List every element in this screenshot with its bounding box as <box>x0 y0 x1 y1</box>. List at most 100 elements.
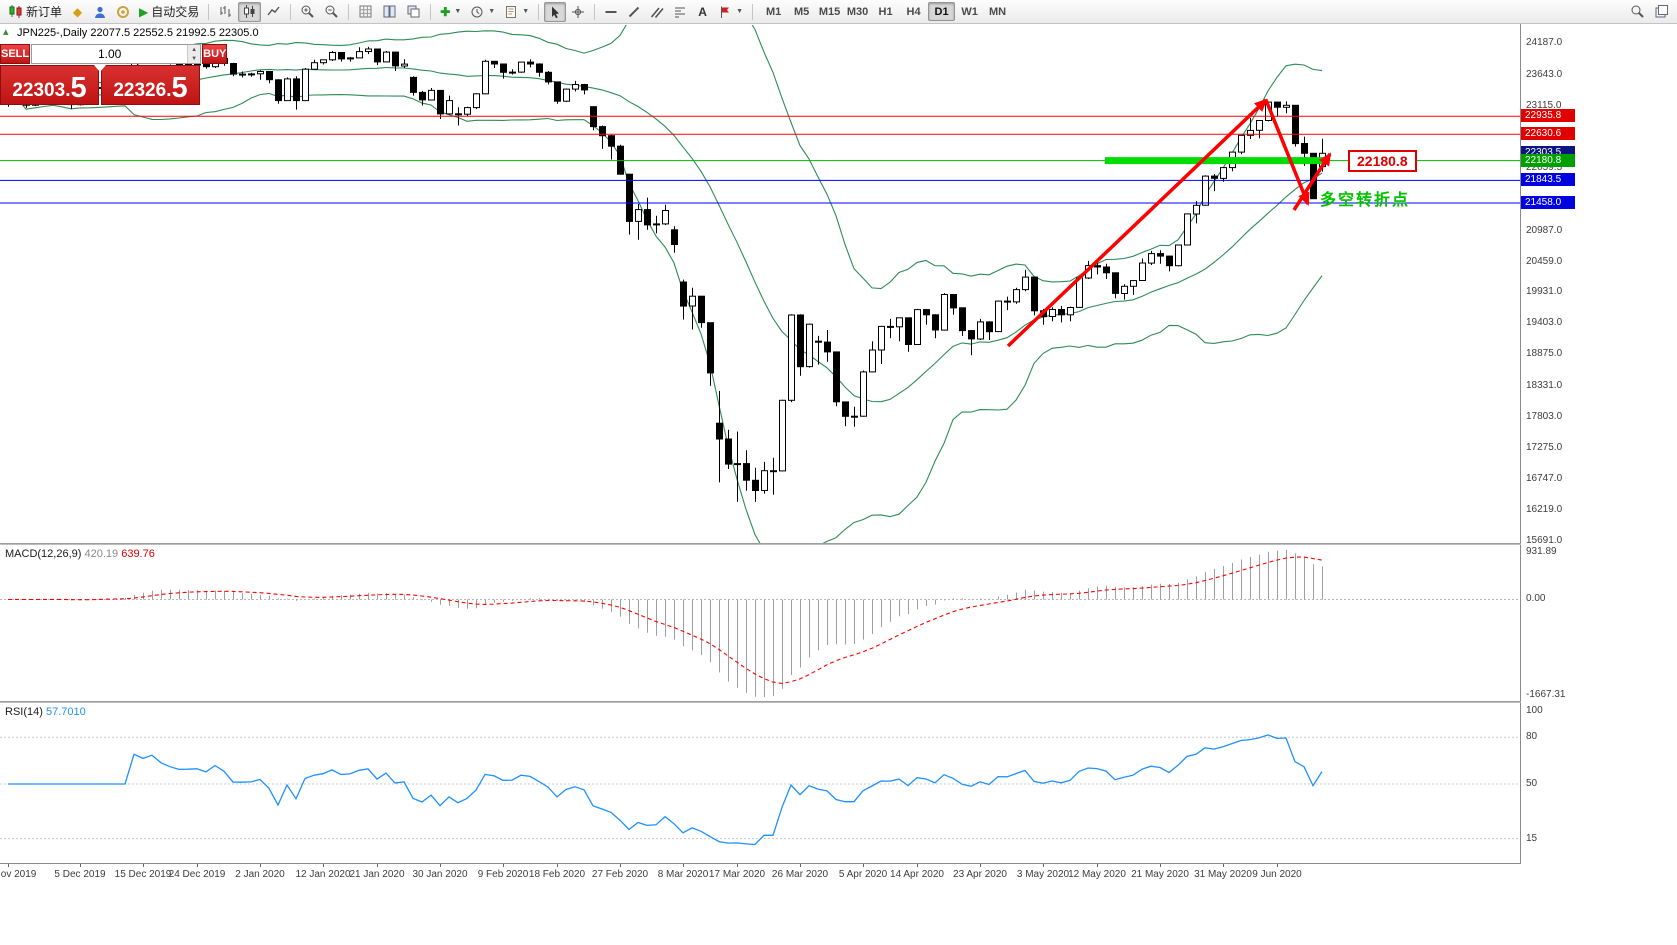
volume-input[interactable] <box>32 45 188 63</box>
line-chart-icon <box>267 6 280 16</box>
timeframe-d1-button[interactable]: D1 <box>928 2 956 21</box>
cascade-windows-button[interactable] <box>402 2 425 22</box>
time-axis-tick <box>503 863 504 867</box>
auto-trading-button[interactable]: ▶ 自动交易 <box>135 2 203 22</box>
fibonacci-tool-button[interactable] <box>669 2 691 22</box>
time-axis-tick <box>1097 863 1098 867</box>
profile-button[interactable] <box>89 2 111 22</box>
one-click-collapse-button[interactable]: ▴ <box>3 26 9 38</box>
time-axis-tick <box>440 863 441 867</box>
rsi-value: 57.7010 <box>45 706 86 718</box>
axis-label: 16747.0 <box>1526 473 1563 484</box>
play-icon: ▶ <box>139 4 149 19</box>
date-label: 31 May 2020 <box>1194 869 1252 880</box>
zoom-out-icon <box>325 5 338 18</box>
price-axis-badge: 21458.0 <box>1521 196 1575 209</box>
zoom-out-button[interactable] <box>320 2 343 22</box>
grid-button[interactable] <box>354 2 377 22</box>
toolbar-separator <box>752 3 754 20</box>
bar-chart-button[interactable] <box>214 2 237 22</box>
buy-button[interactable]: BUY <box>202 44 228 64</box>
horizontal-line-icon <box>605 10 617 13</box>
timeframe-m15-button[interactable]: M15 <box>816 2 843 21</box>
timeframe-h1-button[interactable]: H1 <box>872 2 899 21</box>
axis-label: 19403.0 <box>1526 317 1563 328</box>
timeframe-h4-button[interactable]: H4 <box>900 2 927 21</box>
buy-price-main: 22326. <box>113 80 172 101</box>
symbol-ohlc-info: JPN225-,Daily 22077.5 22552.5 21992.5 22… <box>17 27 259 39</box>
date-label: 14 Apr 2020 <box>890 869 944 880</box>
price-axis-separator[interactable] <box>1520 24 1521 863</box>
timeframe-mn-button[interactable]: MN <box>984 2 1011 21</box>
templates-button[interactable]: ▼ <box>500 2 533 22</box>
crosshair-tool-button[interactable] <box>567 2 589 22</box>
volume-down-button[interactable]: ▼ <box>188 54 201 63</box>
add-indicator-button[interactable]: ✚ ▼ <box>436 2 465 22</box>
date-label: 18 Feb 2020 <box>528 869 586 880</box>
axis-label: 23115.0 <box>1526 100 1562 111</box>
time-axis-tick <box>1160 863 1161 867</box>
search-button[interactable] <box>1626 2 1649 22</box>
toolbar-separator <box>208 3 210 20</box>
macd-main-value: 420.19 <box>84 548 119 560</box>
periods-button[interactable]: ▼ <box>466 2 499 22</box>
candlestick-chart-button[interactable] <box>238 1 262 22</box>
time-axis-tick <box>197 863 198 867</box>
axis-label: 20987.0 <box>1526 225 1563 236</box>
channel-icon <box>651 6 664 18</box>
sell-price-pips: 5 <box>70 71 87 104</box>
price-axis-badge: 22180.8 <box>1521 154 1575 167</box>
diamond-icon: ◆ <box>72 4 83 19</box>
options-button[interactable] <box>1650 2 1673 22</box>
time-axis-tick <box>143 863 144 867</box>
trendline-tool-button[interactable] <box>623 2 645 22</box>
zoom-in-button[interactable] <box>296 2 319 22</box>
symbols-button[interactable]: ◆ <box>67 2 88 22</box>
timeframe-w1-button[interactable]: W1 <box>956 2 983 21</box>
panel-separator-macd[interactable] <box>0 543 1521 545</box>
volume-up-button[interactable]: ▲ <box>188 45 201 54</box>
channel-tool-button[interactable] <box>646 2 668 22</box>
price-axis-badge: 22630.6 <box>1521 127 1575 140</box>
time-axis-tick <box>8 863 9 867</box>
sell-button[interactable]: SELL <box>0 44 31 64</box>
hline-tool-button[interactable] <box>600 2 622 22</box>
arrows-tool-button[interactable]: ▼ <box>714 2 747 22</box>
time-axis-tick <box>557 863 558 867</box>
rsi-name: RSI(14) <box>5 706 43 718</box>
text-tool-button[interactable]: A <box>692 2 713 22</box>
new-order-button[interactable]: 新订单 <box>4 2 66 22</box>
tile-windows-button[interactable] <box>378 2 401 22</box>
panel-separator-rsi[interactable] <box>0 701 1521 703</box>
line-chart-button[interactable] <box>262 2 285 22</box>
spread-pointer-icon <box>94 65 106 72</box>
turning-point-text[interactable]: 多空转折点 <box>1320 192 1411 209</box>
sell-price-button[interactable]: 22303. 5 <box>0 65 99 105</box>
timeframe-m30-button[interactable]: M30 <box>844 2 871 21</box>
date-label: 27 Feb 2020 <box>591 869 649 880</box>
cursor-tool-button[interactable] <box>544 1 567 22</box>
axis-label: 22059.5 <box>1526 162 1563 173</box>
date-label: 25 Nov 2019 <box>0 869 37 880</box>
axis-label: 0.00 <box>1526 593 1546 604</box>
volume-stepper: ▲ ▼ <box>31 44 202 64</box>
time-axis-tick <box>683 863 684 867</box>
community-button[interactable] <box>112 2 134 22</box>
axis-label: 16219.0 <box>1526 504 1563 515</box>
trendline-icon <box>628 6 640 17</box>
timeframe-m5-button[interactable]: M5 <box>788 2 815 21</box>
date-label: 8 Mar 2020 <box>657 869 709 880</box>
zoom-in-icon <box>301 5 314 18</box>
time-axis-tick <box>1043 863 1044 867</box>
buy-price-button[interactable]: 22326. 5 <box>101 65 200 105</box>
cursor-icon <box>552 6 560 18</box>
axis-label: 18875.0 <box>1526 348 1563 359</box>
macd-layer <box>7 550 1323 697</box>
date-label: 2 Jan 2020 <box>235 869 285 880</box>
timeframe-m1-button[interactable]: M1 <box>760 2 787 21</box>
price-axis-badge: 21843.5 <box>1521 173 1575 186</box>
support-level-label[interactable]: 22180.8 <box>1348 150 1417 172</box>
